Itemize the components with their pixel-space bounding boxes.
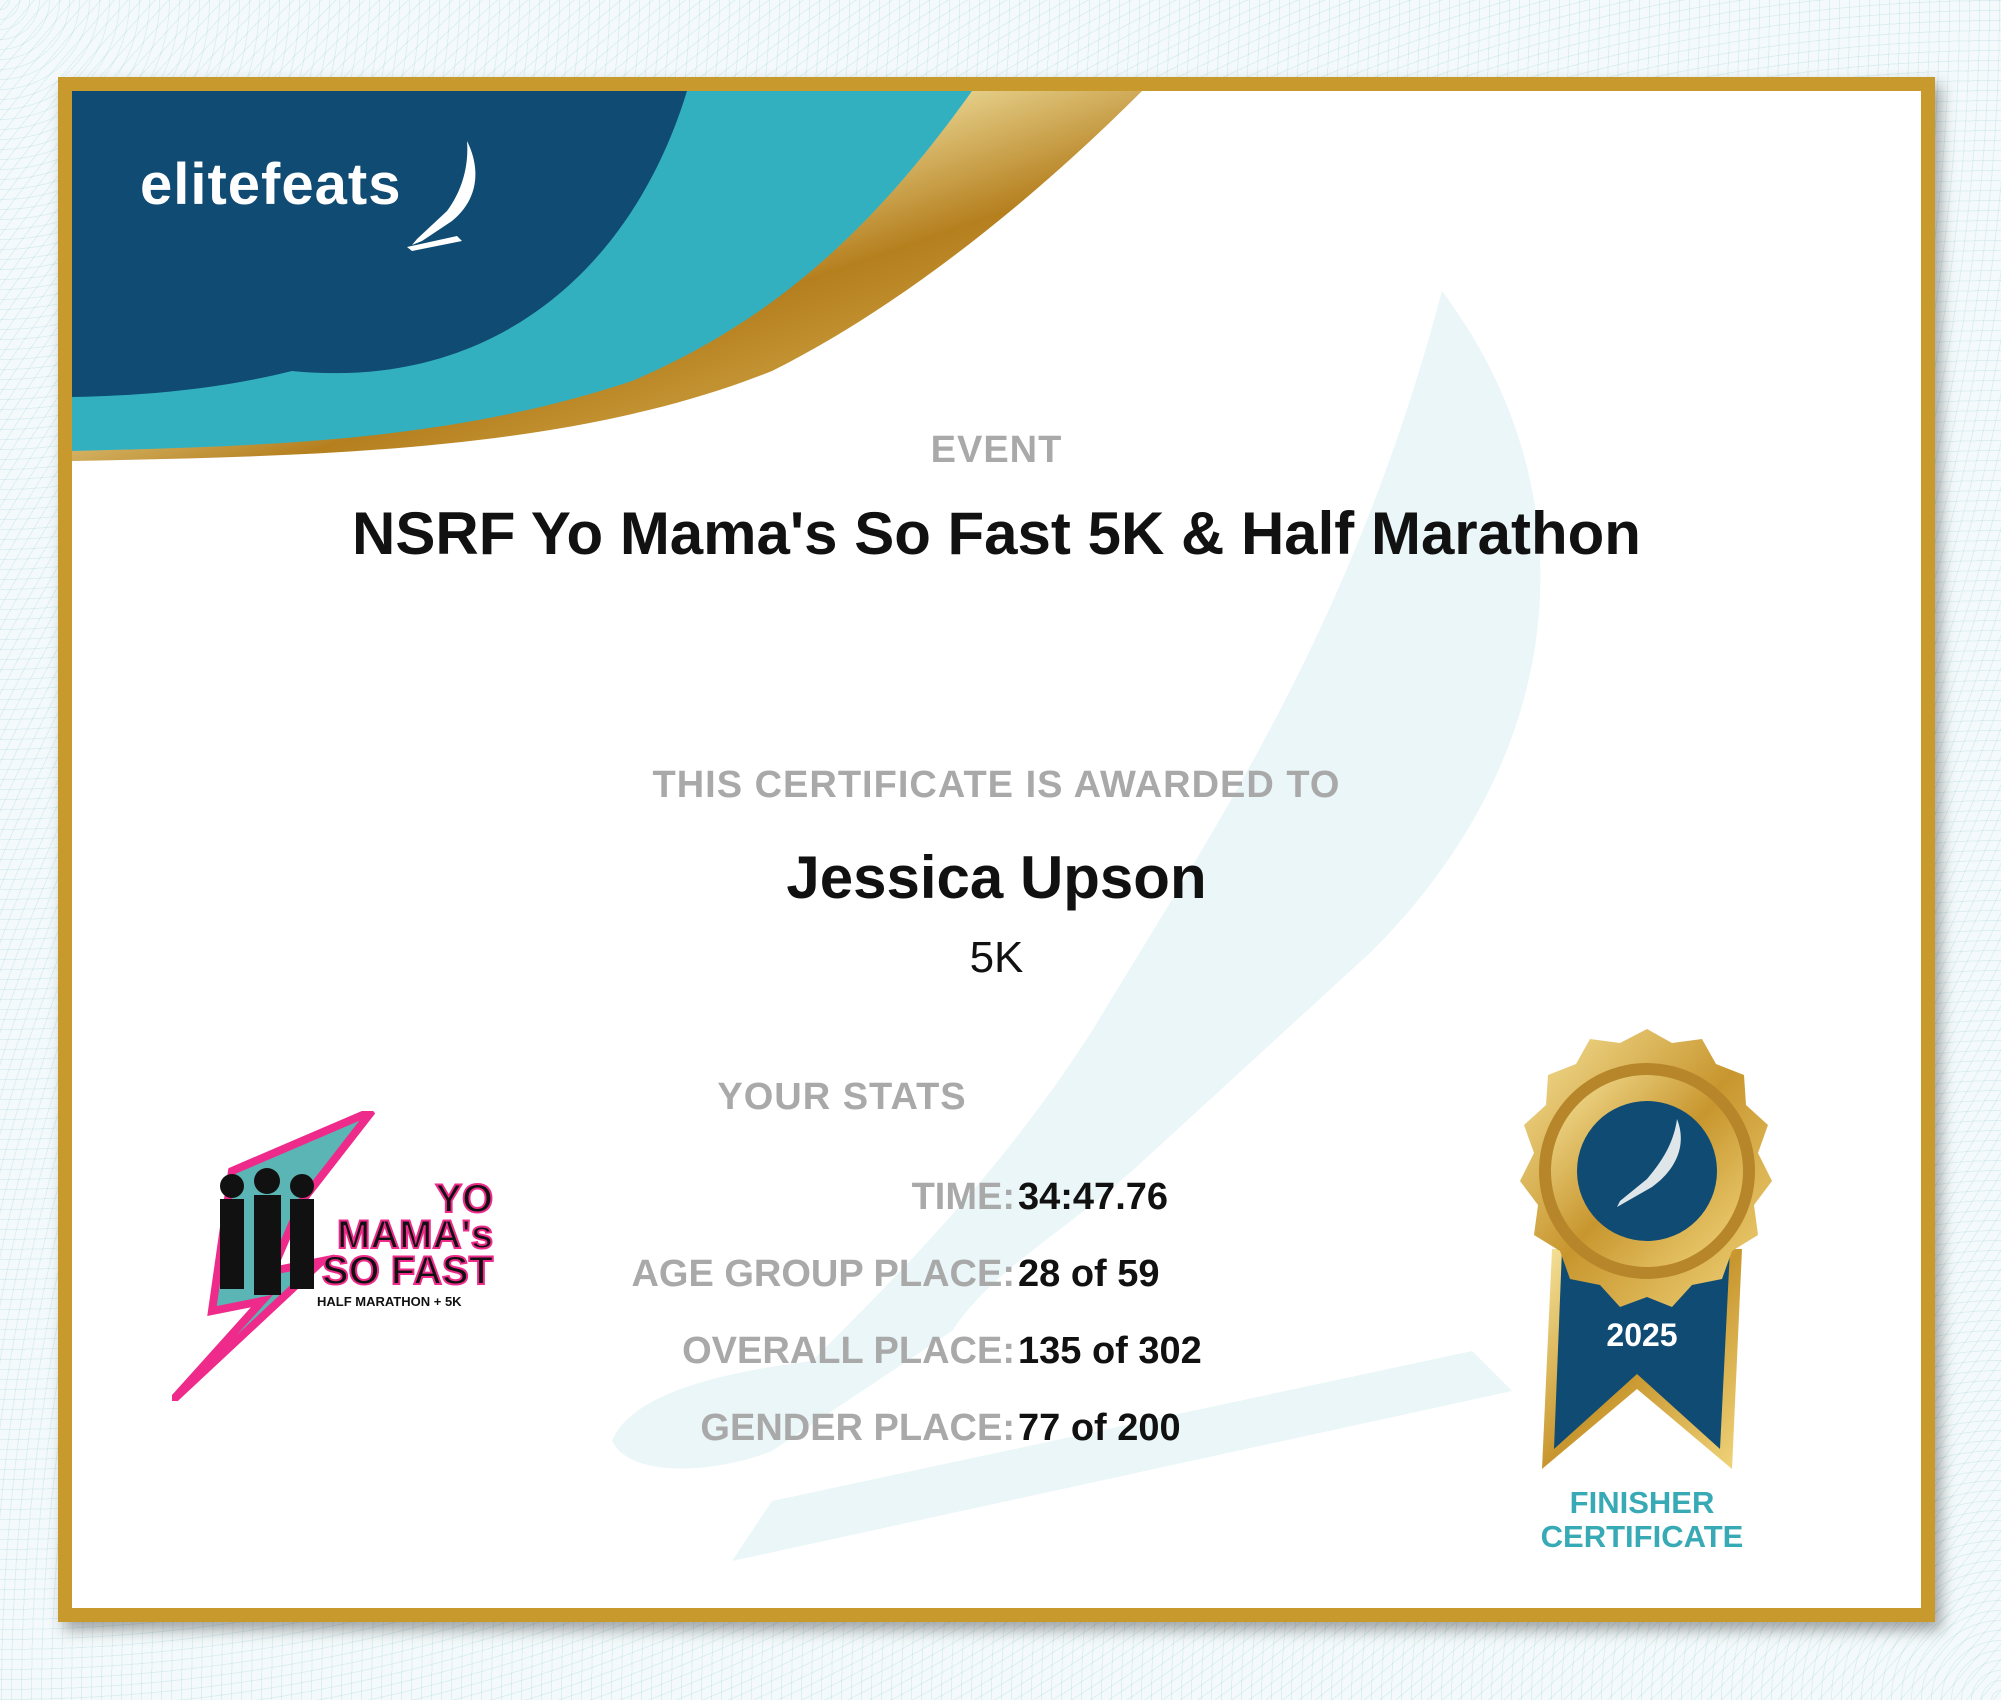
badge-caption-line: FINISHER bbox=[1569, 1485, 1715, 1520]
logo-text: YO bbox=[434, 1177, 494, 1221]
logo-text: SO FAST bbox=[321, 1249, 494, 1293]
certificate: elitefeats EVENT NSRF Yo Mama's So Fast … bbox=[58, 77, 1935, 1622]
badge-caption: FINISHER CERTIFICATE bbox=[1502, 1486, 1782, 1554]
stat-value: 34:47.76 bbox=[1018, 1176, 1169, 1218]
stat-gender-place: GENDER PLACE: 77 of 200 bbox=[72, 1407, 1921, 1457]
winged-foot-icon bbox=[407, 141, 476, 251]
award-label: THIS CERTIFICATE IS AWARDED TO bbox=[652, 764, 1341, 806]
recipient-name: Jessica Upson bbox=[786, 844, 1207, 911]
finisher-badge: 2025 bbox=[1520, 1029, 1772, 1469]
stat-label: TIME: bbox=[911, 1176, 1015, 1218]
stat-label: GENDER PLACE: bbox=[700, 1407, 1015, 1449]
stat-value: 77 of 200 bbox=[1018, 1407, 1181, 1449]
logo-text: MAMA's bbox=[336, 1213, 494, 1257]
event-logo: YO MAMA's SO FAST HALF MARATHON + 5K bbox=[172, 1111, 512, 1401]
badge-year: 2025 bbox=[1606, 1317, 1677, 1353]
race-distance: 5K bbox=[969, 933, 1024, 982]
stat-value: 28 of 59 bbox=[1018, 1253, 1160, 1295]
stat-label: OVERALL PLACE: bbox=[682, 1330, 1015, 1372]
winged-foot-icon bbox=[1617, 1119, 1681, 1207]
stat-time: TIME: 34:47.76 bbox=[72, 1176, 1921, 1226]
stat-age-group-place: AGE GROUP PLACE: 28 of 59 bbox=[72, 1253, 1921, 1303]
elitefeats-logo: elitefeats bbox=[140, 152, 402, 217]
stat-overall-place: OVERALL PLACE: 135 of 302 bbox=[72, 1330, 1921, 1380]
stats-label: YOUR STATS bbox=[717, 1076, 967, 1118]
badge-caption-line: CERTIFICATE bbox=[1540, 1519, 1744, 1554]
header-swoosh bbox=[72, 91, 1142, 461]
stat-label: AGE GROUP PLACE: bbox=[631, 1253, 1015, 1295]
winged-foot-watermark bbox=[612, 291, 1541, 1561]
lightning-bolt-icon bbox=[172, 1111, 376, 1401]
event-name: NSRF Yo Mama's So Fast 5K & Half Maratho… bbox=[352, 500, 1641, 567]
logo-subtext: HALF MARATHON + 5K bbox=[317, 1294, 462, 1309]
event-label: EVENT bbox=[930, 429, 1063, 471]
stat-value: 135 of 302 bbox=[1018, 1330, 1202, 1372]
